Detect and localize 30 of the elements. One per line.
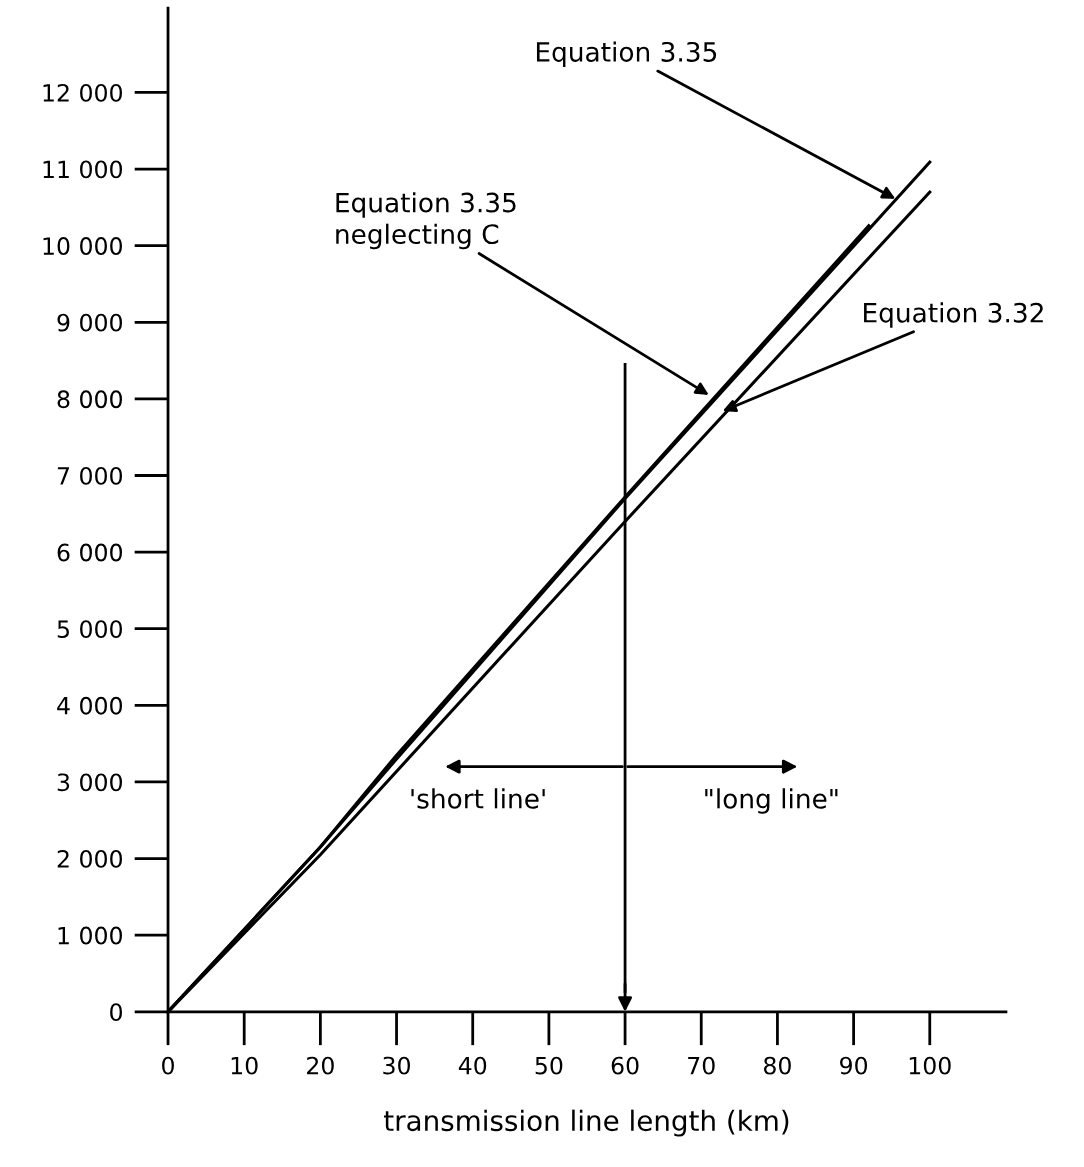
x-tick-label: 10 <box>231 1056 258 1075</box>
x-tick-label: 70 <box>688 1056 715 1075</box>
x-axis-title: transmission line length (km) <box>384 1109 789 1137</box>
x-tick-label: 0 <box>162 1056 174 1075</box>
x-tick-label: 90 <box>840 1056 868 1075</box>
x-tick-label: 40 <box>458 1056 487 1075</box>
y-tick-label: 4 000 <box>57 696 123 715</box>
annotation: Equation 3.35 neglecting C <box>336 192 516 250</box>
annotation: "long line" <box>705 788 838 814</box>
x-tick-label: 100 <box>909 1056 951 1075</box>
y-tick-label: 0 <box>110 1003 123 1022</box>
annotation: 'short line' <box>411 788 545 809</box>
x-tick-label: 30 <box>383 1056 410 1075</box>
x-tick-label: 20 <box>307 1056 334 1075</box>
y-tick-label: 11 000 <box>43 160 123 179</box>
y-tick-label: 2 000 <box>57 850 123 868</box>
y-tick-label: 8 000 <box>57 390 123 409</box>
x-tick-label: 60 <box>611 1056 639 1075</box>
y-tick-label: 1 000 <box>58 926 123 945</box>
y-tick-label: 5 000 <box>57 620 123 639</box>
annotation: Equation 3.32 <box>864 302 1043 328</box>
x-tick-label: 50 <box>535 1056 563 1075</box>
y-tick-label: 7 000 <box>57 466 123 485</box>
x-tick-label: 80 <box>764 1056 791 1075</box>
y-tick-label: 3 000 <box>57 773 123 792</box>
annotation: Equation 3.35 <box>536 41 717 67</box>
y-tick-label: 12 000 <box>43 83 123 102</box>
y-tick-label: 10 000 <box>43 237 123 255</box>
y-tick-label: 6 000 <box>57 543 123 562</box>
y-tick-label: 9 000 <box>57 313 123 332</box>
